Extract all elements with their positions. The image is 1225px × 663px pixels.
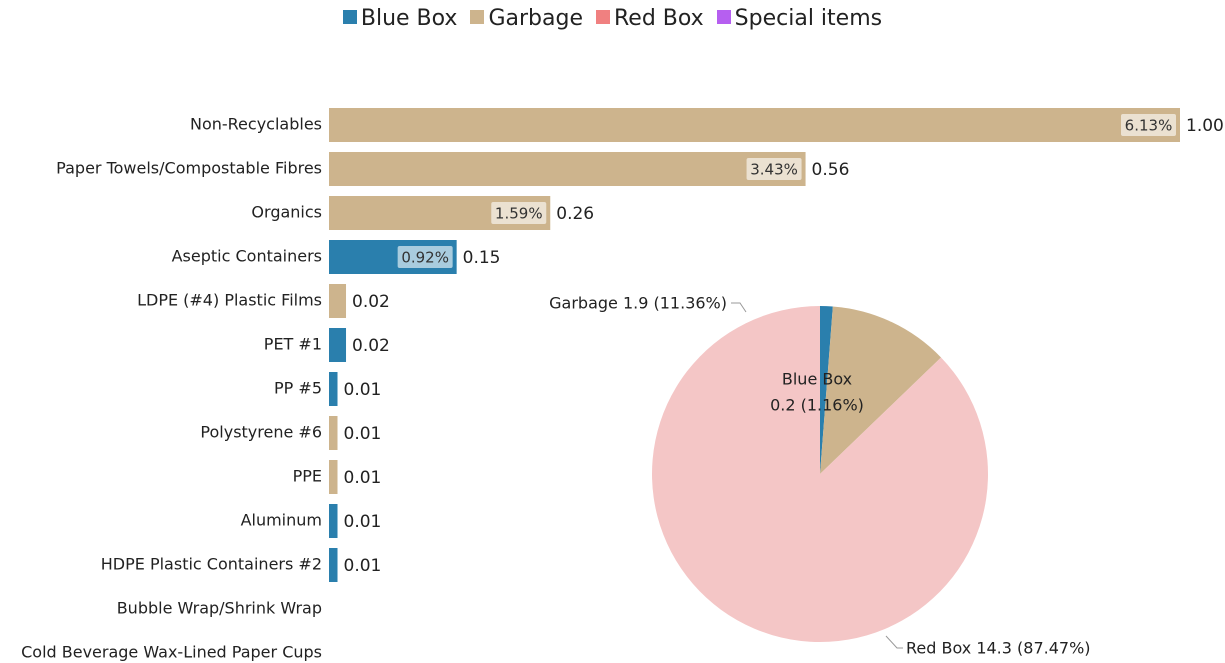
pie-leader-line-garbage — [731, 302, 747, 313]
percent-label-bg — [491, 202, 547, 224]
category-label: Cold Beverage Wax-Lined Paper Cups — [21, 643, 322, 662]
bar — [329, 504, 338, 538]
legend-swatch-garbage — [470, 10, 485, 24]
legend-item-special-items[interactable]: Special items — [716, 6, 883, 31]
bar — [329, 372, 338, 406]
category-label: PP #5 — [274, 379, 322, 398]
bar — [329, 548, 338, 582]
legend-label-red-box: Red Box — [613, 6, 704, 31]
bar-value-label: 0.02 — [352, 336, 390, 356]
bar — [329, 328, 347, 362]
legend-item-blue-box[interactable]: Blue Box — [342, 6, 458, 31]
bar-value-label: 0.56 — [812, 160, 850, 180]
bar — [329, 152, 806, 186]
legend-swatch-red-box — [595, 10, 610, 24]
category-label: PPE — [293, 467, 322, 486]
percent-label-bg — [1121, 114, 1176, 136]
bar-value-label: 0.15 — [463, 248, 501, 268]
legend-swatch-special-items — [716, 10, 731, 24]
pie-slice — [652, 306, 989, 642]
category-label: Organics — [251, 203, 322, 222]
bar-value-label: 1.00 — [1186, 116, 1224, 136]
category-label: Bubble Wrap/Shrink Wrap — [117, 599, 322, 618]
legend-swatch-blue-box — [342, 10, 357, 24]
bar-value-label: 0.01 — [344, 380, 382, 400]
bar-value-label: 0.01 — [344, 556, 382, 576]
legend-label-garbage: Garbage — [488, 6, 583, 31]
chart-legend: Blue Box Garbage Red Box Special items — [0, 6, 1225, 31]
legend-item-red-box[interactable]: Red Box — [595, 6, 704, 31]
bar-value-label: 0.02 — [352, 292, 390, 312]
category-label: Polystyrene #6 — [200, 423, 322, 442]
pie-label-red-box: Red Box 14.3 (87.47%) — [906, 639, 1091, 658]
category-label: HDPE Plastic Containers #2 — [101, 555, 322, 574]
category-label: Non-Recyclables — [190, 115, 322, 134]
bar-percent-label: 3.43% — [750, 161, 798, 179]
pie-label-blue-box-name: Blue Box — [782, 370, 852, 389]
bar — [329, 460, 338, 494]
pie-slice — [820, 306, 942, 474]
bar — [329, 416, 338, 450]
bar-value-label: 0.26 — [556, 204, 594, 224]
category-label: Paper Towels/Compostable Fibres — [56, 159, 322, 178]
pie-label-garbage: Garbage 1.9 (11.36%) — [549, 294, 727, 313]
percent-label-bg — [746, 158, 802, 180]
category-label: Aseptic Containers — [172, 247, 322, 266]
legend-item-garbage[interactable]: Garbage — [470, 6, 583, 31]
bar — [329, 284, 347, 318]
pie-slice — [820, 306, 833, 474]
category-label: PET #1 — [264, 335, 322, 354]
bar-percent-label: 0.92% — [401, 249, 449, 267]
legend-label-blue-box: Blue Box — [360, 6, 458, 31]
category-label: Aluminum — [241, 511, 322, 530]
legend-label-special-items: Special items — [734, 6, 883, 31]
bar-percent-label: 6.13% — [1125, 117, 1173, 135]
percent-label-bg — [397, 246, 453, 268]
pie-label-blue-box-value: 0.2 (1.16%) — [770, 396, 864, 415]
bar-value-label: 0.01 — [344, 512, 382, 532]
bar-percent-label: 1.59% — [495, 205, 543, 223]
category-label: LDPE (#4) Plastic Films — [137, 291, 322, 310]
bar-value-label: 0.01 — [344, 468, 382, 488]
bar-value-label: 0.01 — [344, 424, 382, 444]
bar — [329, 108, 1180, 142]
pie-leader-line-red-box — [885, 635, 903, 649]
